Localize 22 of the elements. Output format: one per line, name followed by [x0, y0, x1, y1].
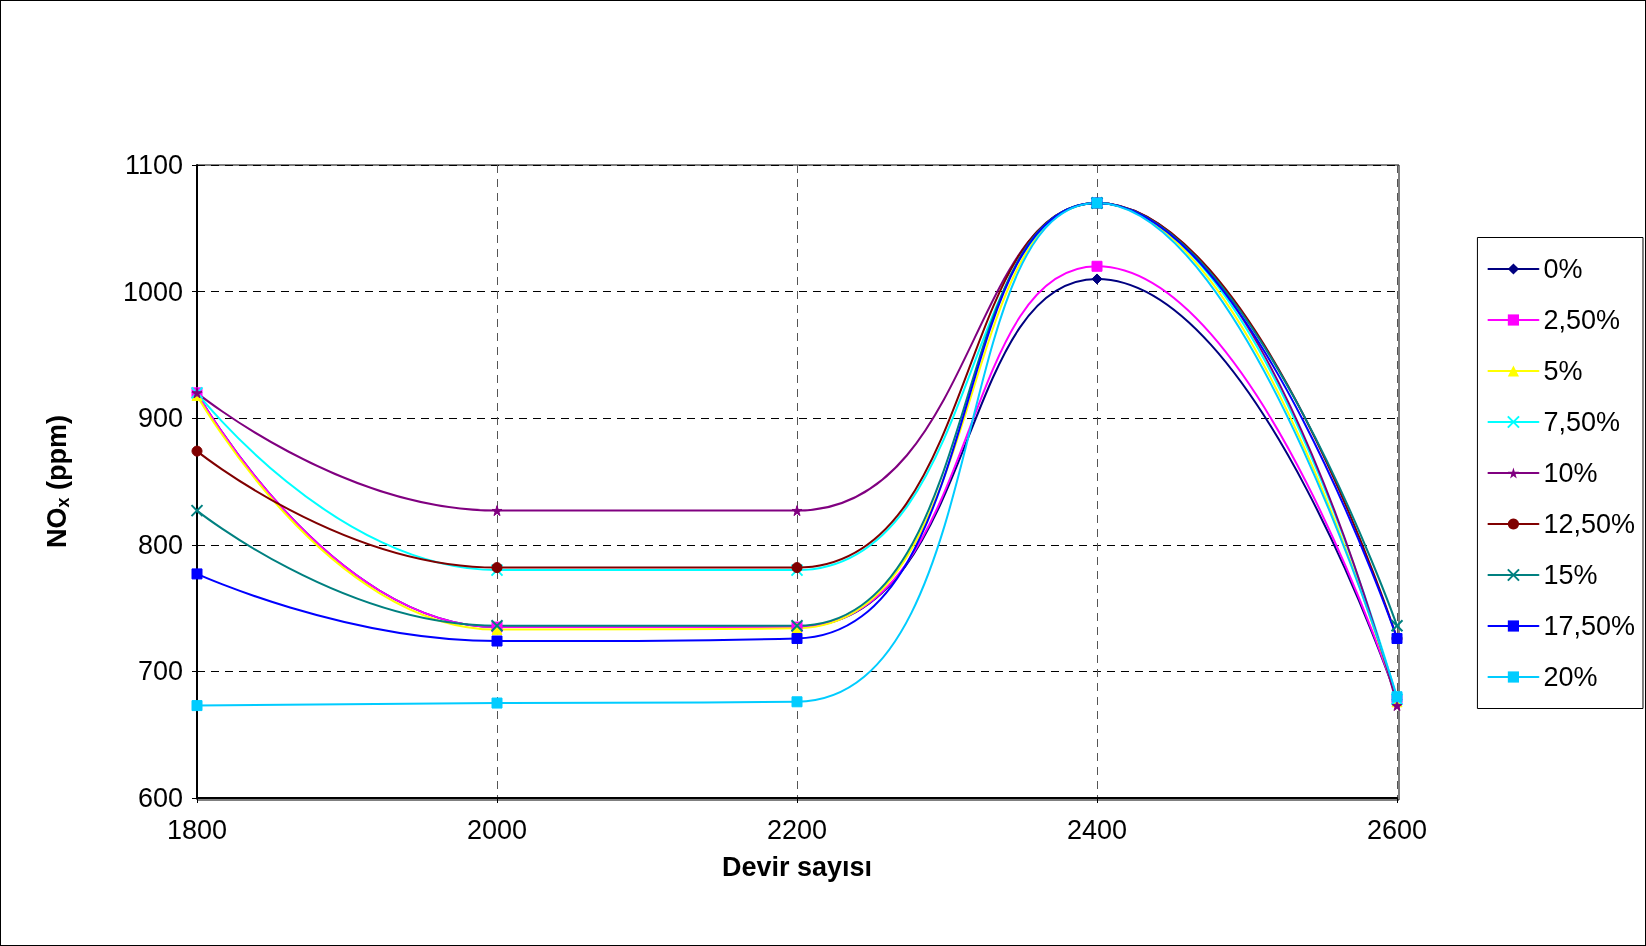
x-tick-label: 2600	[1366, 814, 1428, 845]
y-tick-label: 700	[137, 656, 183, 687]
legend-label: 0%	[1543, 254, 1583, 284]
legend-label: 7,50%	[1543, 407, 1620, 437]
y-tick-label: 800	[137, 529, 183, 560]
x-tick-label: 2400	[1066, 814, 1128, 845]
legend-label: 12,50%	[1543, 509, 1635, 539]
y-tick-label: 1100	[124, 150, 183, 180]
legend-label: 2,50%	[1543, 305, 1620, 335]
y-tick-label: 600	[137, 783, 183, 813]
x-axis-title: Devir sayısı	[721, 851, 873, 882]
y-axis-title: NOx (ppm)	[42, 415, 73, 548]
legend-label: 20%	[1543, 662, 1598, 692]
legend-label: 17,50%	[1543, 611, 1635, 641]
x-tick-label: 2000	[466, 814, 528, 845]
y-tick-label: 900	[137, 403, 183, 434]
y-tick-label: 1000	[122, 276, 183, 307]
legend-label: 15%	[1543, 560, 1598, 590]
x-tick-label: 1800	[166, 814, 228, 845]
legend-label: 10%	[1543, 458, 1598, 488]
legend-label: 5%	[1543, 356, 1583, 386]
x-tick-label: 2200	[766, 814, 828, 845]
